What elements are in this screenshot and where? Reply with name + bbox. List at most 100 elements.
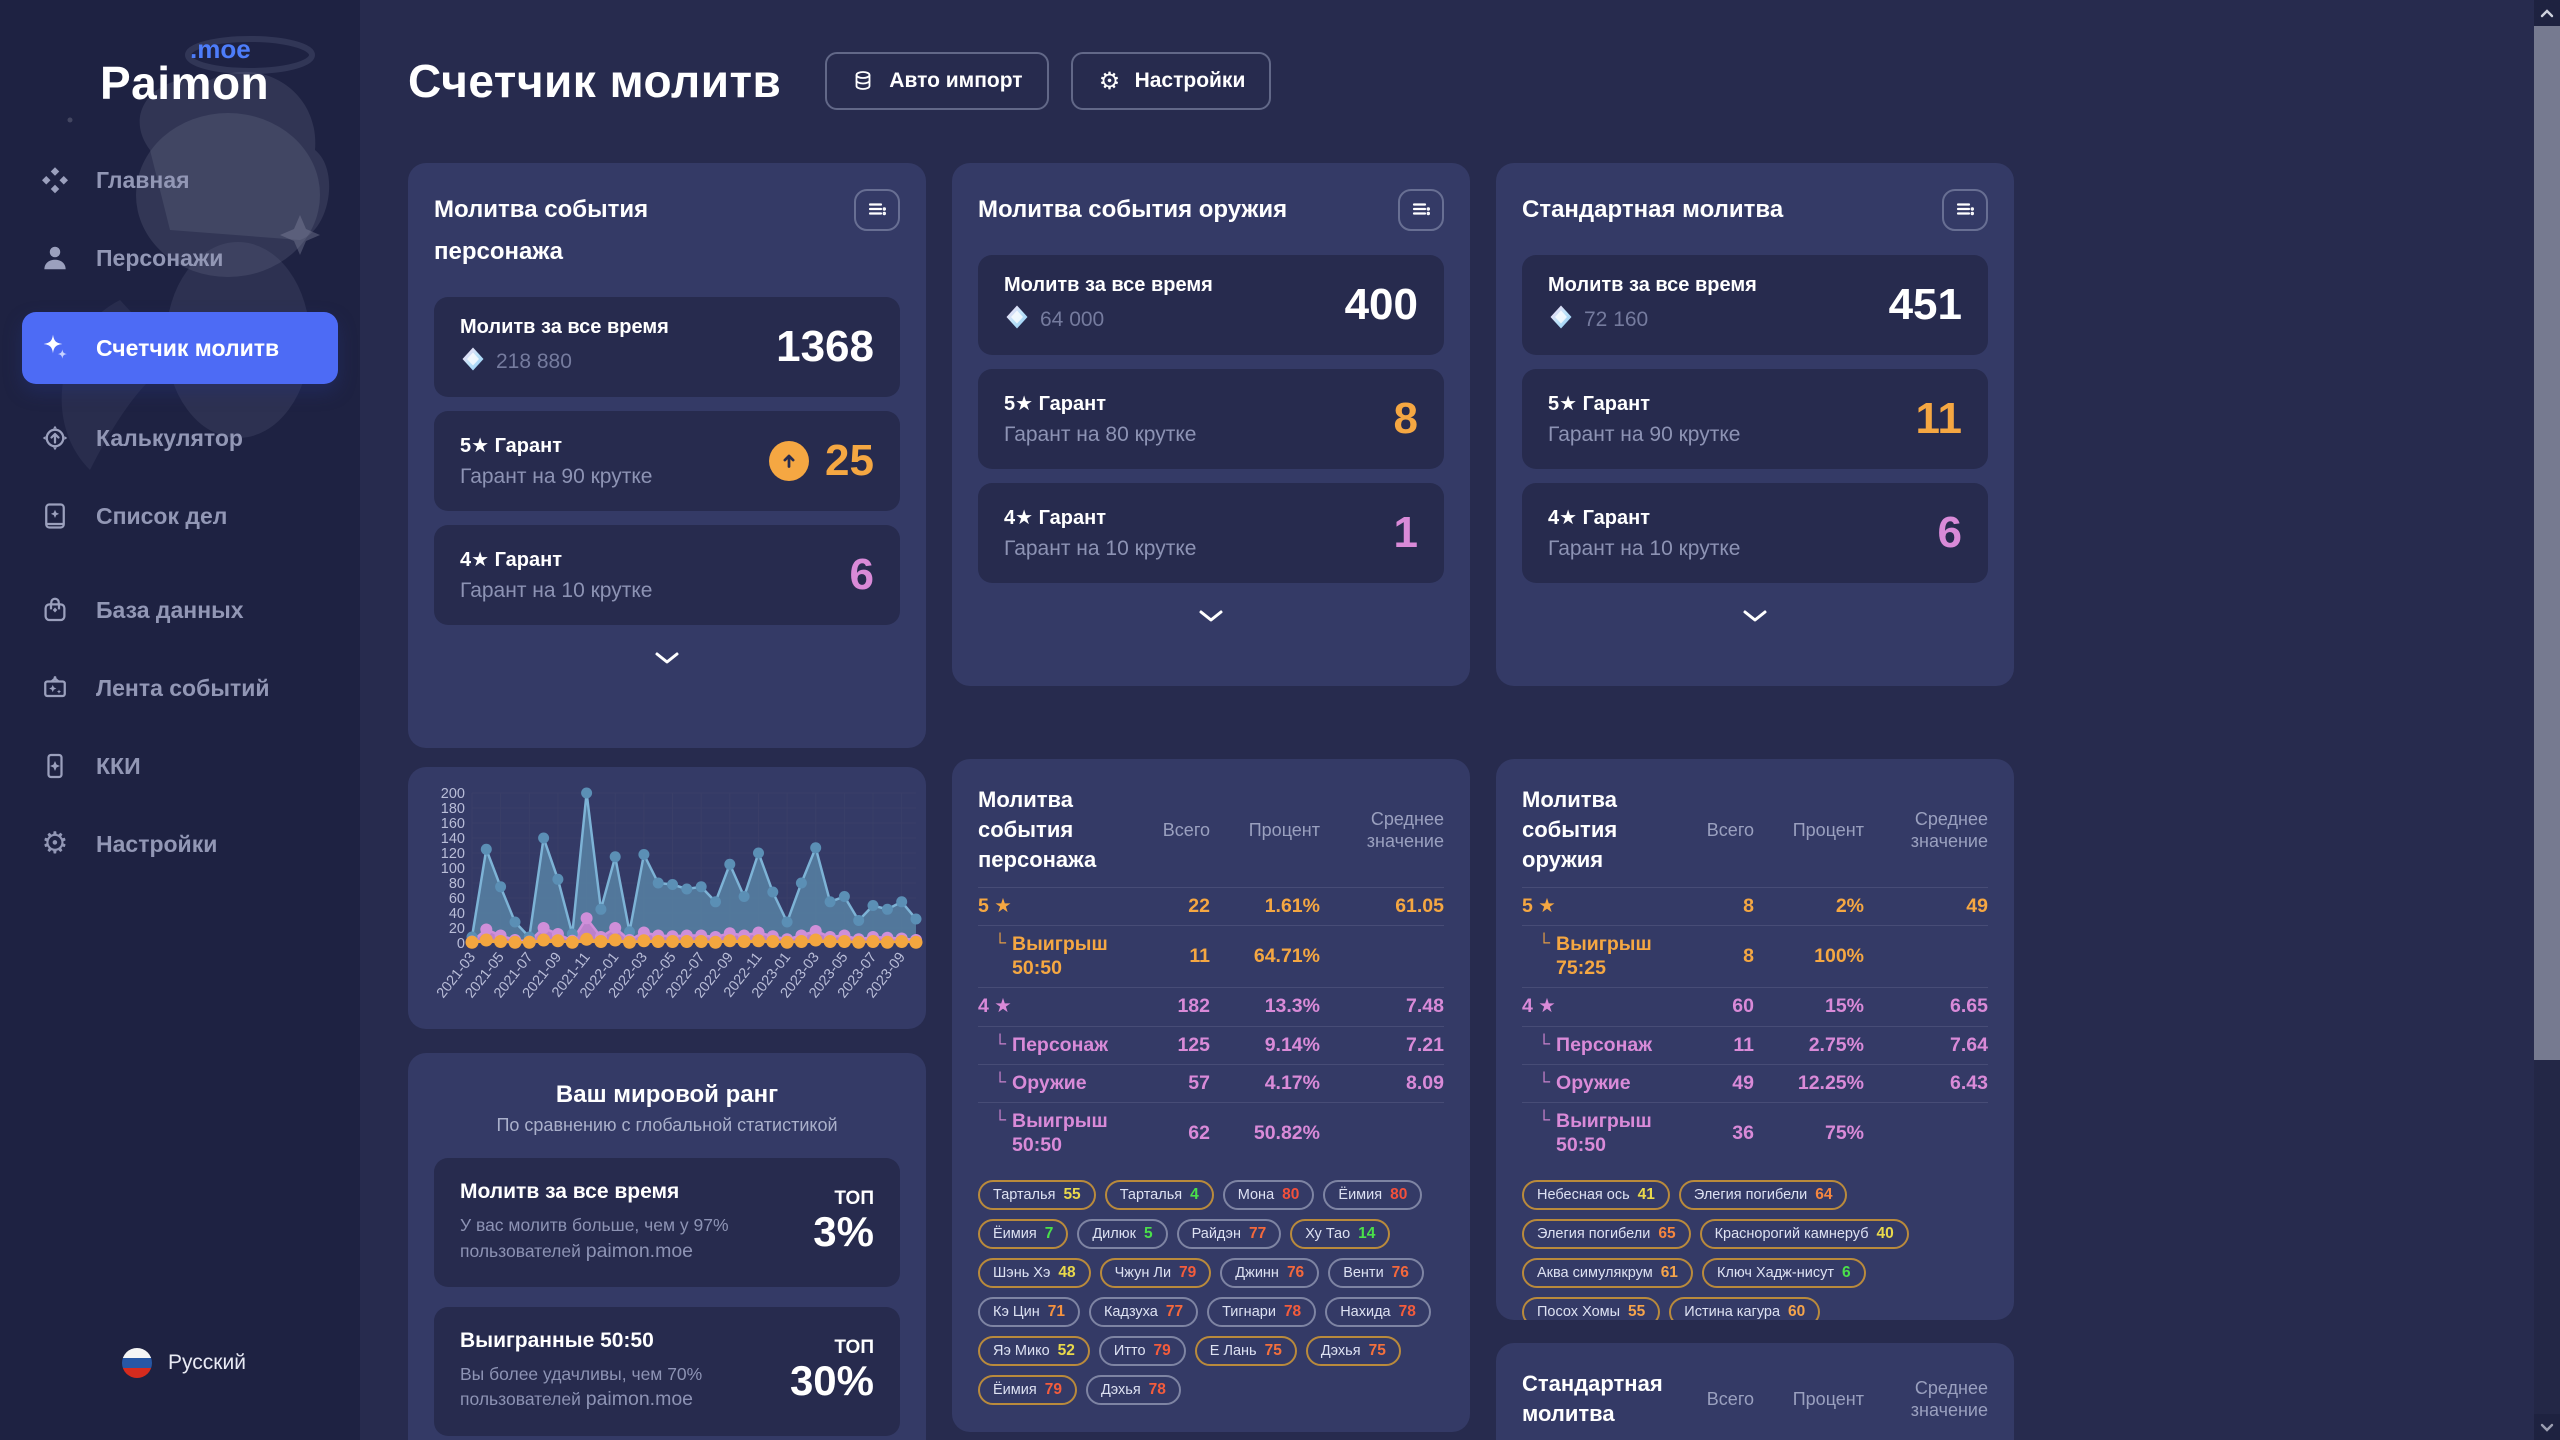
stat-subtext: 64 000 — [1040, 308, 1105, 331]
table-row: └ Выигрыш 50:50 36 75% — [1522, 1102, 1988, 1164]
stat-value-wrap: 11 — [1915, 394, 1962, 444]
pity-pill: Ху Тао 14 — [1290, 1219, 1391, 1250]
stat-sublabel: Гарант на 10 крутке — [460, 579, 652, 603]
sidebar-item-todo[interactable]: Список дел — [22, 492, 338, 540]
sidebar-item-home[interactable]: Главная — [22, 156, 338, 204]
pill-value: 75 — [1264, 1342, 1282, 1360]
stat-sublabel: Гарант на 90 крутке — [1548, 423, 1740, 447]
row-value: 13.3% — [1264, 995, 1320, 1018]
sidebar-item-characters[interactable]: Персонажи — [22, 234, 338, 282]
pill-value: 76 — [1286, 1264, 1305, 1282]
rank-box-text: Выигранные 50:50 Вы более удачливы, чем 7… — [460, 1329, 770, 1414]
rank-box-value: ТОП 3% — [813, 1180, 874, 1265]
column-header: Всего — [1706, 819, 1754, 840]
scrollbar-thumb[interactable] — [2534, 26, 2560, 1060]
stat-value: 400 — [1344, 280, 1418, 329]
pill-value: 80 — [1390, 1186, 1408, 1204]
rank-title: Ваш мировой ранг — [555, 1081, 779, 1108]
pill-value: 5 — [1143, 1225, 1153, 1243]
expand-button[interactable] — [978, 609, 1444, 628]
row-label-text: 5 ★ — [978, 895, 1012, 917]
row-label-text: Выигрыш 50:50 — [1556, 1110, 1652, 1156]
expand-button[interactable] — [1522, 609, 1988, 628]
sidebar-item-calculator[interactable]: Калькулятор — [22, 414, 338, 462]
rank-subtitle: По сравнению с глобальной статистикой — [496, 1115, 838, 1135]
row-label: 5 ★ — [1522, 895, 1674, 918]
column-header: Среднее значение — [1910, 1377, 1988, 1421]
row-value: 60 — [1732, 995, 1754, 1018]
sidebar-item-settings[interactable]: ⚙ Настройки — [22, 820, 338, 868]
pity-pill: Чжун Ли 79 — [1099, 1258, 1212, 1289]
page-scrollbar[interactable] — [2534, 0, 2560, 1440]
sidebar-item-label: Настройки — [96, 830, 218, 857]
auto-import-button[interactable]: Авто импорт — [825, 52, 1049, 110]
card-weapon-event-stats: Молитва события оружия Всего Процент Среднее… — [1496, 759, 2014, 1320]
rank-boxes: Молитв за все время У вас молитв больше, … — [434, 1158, 900, 1440]
card-standard-wish-stats: Стандартная молитва Всего Процент Среднее зн… — [1496, 1343, 2014, 1440]
svg-text:100: 100 — [441, 861, 465, 877]
pill-name: Кэ Цин — [993, 1304, 1040, 1321]
pill-name: Ёимия — [1338, 1187, 1383, 1204]
card-menu-button[interactable] — [1942, 189, 1988, 231]
pity-pill: Венти 76 — [1328, 1258, 1424, 1289]
stat-box-text: Молитв за все время 218 880 — [460, 316, 669, 378]
pill-value: 41 — [1637, 1186, 1655, 1204]
pill-name: Яэ Мико — [993, 1343, 1050, 1360]
sidebar-item-label: Персонажи — [96, 244, 224, 271]
row-value: 36 — [1732, 1122, 1754, 1145]
stat-label: 5★ Гарант — [460, 435, 563, 457]
menu-icon — [1410, 198, 1432, 223]
stat-sublabel: 72 160 — [1548, 304, 1757, 336]
card-character-event-stats: Молитва события персонажа Всего Процент Сред… — [952, 759, 1470, 1432]
stat-value: 8 — [1393, 394, 1418, 443]
pill-name: Аква симулякрум — [1537, 1265, 1653, 1282]
row-label: 5 ★ — [978, 895, 1130, 918]
row-value: 9.14% — [1264, 1033, 1320, 1056]
pill-value: 4 — [1190, 1186, 1199, 1204]
indent-corner-glyph: └ — [994, 933, 1007, 953]
stat-box: 4★ Гарант Гарант на 10 крутке 6 — [1522, 483, 1988, 583]
sidebar: .moe Paimon Главная Персонажи Счетчик моли… — [0, 0, 360, 1440]
logo-link[interactable]: .moe Paimon — [100, 34, 300, 114]
pill-value: 7 — [1044, 1225, 1054, 1243]
chevron-down-icon — [1742, 609, 1768, 628]
sidebar-item-timeline[interactable]: Лента событий — [22, 664, 338, 712]
pill-value: 52 — [1057, 1342, 1075, 1360]
sidebar-item-label: Лента событий — [96, 674, 270, 701]
card-menu-button[interactable] — [1398, 189, 1444, 231]
language-selector[interactable]: Русский — [122, 1348, 246, 1378]
pill-name: Дэхья — [1100, 1382, 1141, 1399]
pill-name: Дилюк — [1092, 1226, 1136, 1243]
card-standard-wish: Стандартная молитва Молитв за все время 72… — [1496, 163, 2014, 686]
pill-name: Райдэн — [1191, 1226, 1241, 1243]
sidebar-item-database[interactable]: База данных — [22, 586, 338, 634]
row-value: 12.25% — [1797, 1072, 1864, 1095]
pill-value: 78 — [1283, 1303, 1302, 1321]
row-label: └ Выигрыш 50:50 — [978, 1110, 1130, 1157]
expand-button[interactable] — [434, 651, 900, 670]
pity-pill: Ёимия 79 — [978, 1375, 1077, 1406]
scroll-up-button[interactable] — [2534, 0, 2560, 26]
card-menu-button[interactable] — [854, 189, 900, 231]
stat-subtext: Гарант на 10 крутке — [460, 579, 653, 602]
indent-corner-glyph: └ — [994, 1071, 1007, 1091]
pill-value: 55 — [1628, 1303, 1646, 1320]
stat-sublabel: Гарант на 10 крутке — [1548, 537, 1740, 561]
sidebar-item-tcg[interactable]: ККИ — [22, 742, 338, 790]
sidebar-item-wish-counter[interactable]: Счетчик молитв — [22, 312, 338, 384]
arrow-up-circle-icon — [769, 441, 810, 481]
row-label-text: Выигрыш 50:50 — [1012, 1110, 1108, 1156]
row-value: 64.71% — [1253, 945, 1320, 968]
primogem-icon — [1548, 304, 1574, 336]
scroll-down-button[interactable] — [2534, 1414, 2560, 1440]
row-value: 61.05 — [1395, 895, 1444, 918]
row-value: 49 — [1966, 895, 1988, 918]
stat-value-wrap: 451 — [1889, 280, 1962, 330]
pity-pill: Ёимия 80 — [1323, 1180, 1423, 1211]
stat-box-text: 4★ Гарант Гарант на 10 крутке — [460, 547, 652, 603]
stat-sublabel: 218 880 — [460, 346, 669, 378]
wish-settings-button[interactable]: ⚙ Настройки — [1070, 52, 1272, 110]
column-header: Всего — [1706, 1388, 1754, 1409]
row-value: 8 — [1743, 945, 1754, 968]
